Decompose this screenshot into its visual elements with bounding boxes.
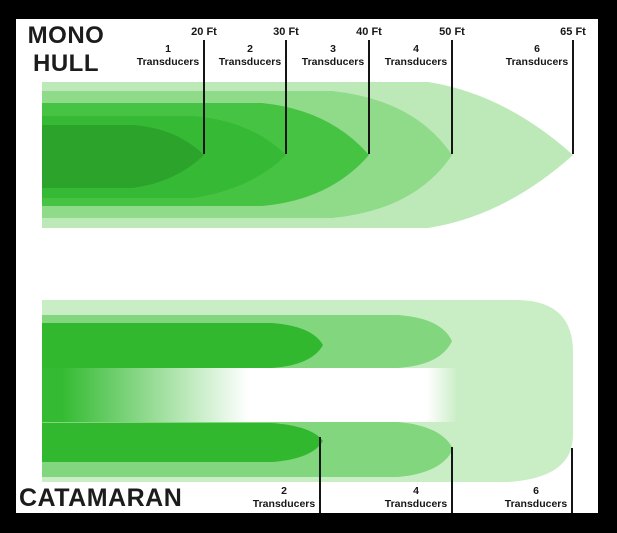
- cat-transducer-unit-4: Transducers: [384, 498, 448, 510]
- mono-hull-title-line1: MONO: [27, 22, 105, 49]
- mono-ft-label-30: 30 Ft: [273, 26, 299, 38]
- mono-transducer-count-3: 3: [330, 43, 336, 55]
- mono-transducer-label-3: 3 Transducers: [298, 43, 368, 69]
- mono-ft-label-40: 40 Ft: [356, 26, 382, 38]
- mono-ft-label-65: 65 Ft: [560, 26, 586, 38]
- mono-transducer-label-1: 1 Transducers: [133, 43, 203, 69]
- mono-transducer-unit-1: Transducers: [136, 56, 200, 68]
- cat-transducer-label-6: 6 Transducers: [501, 485, 571, 511]
- coverage-diagram-graphic: [42, 40, 574, 513]
- cat-transducer-unit-2: Transducers: [252, 498, 316, 510]
- mono-transducer-count-4: 4: [413, 43, 419, 55]
- mono-transducer-label-4: 4 Transducers: [381, 43, 451, 69]
- cat-transducer-label-2: 2 Transducers: [249, 485, 319, 511]
- mono-transducer-label-6: 6 Transducers: [502, 43, 572, 69]
- mono-transducer-count-1: 1: [165, 43, 171, 55]
- mono-transducer-count-6: 6: [534, 43, 540, 55]
- mono-ft-label-50: 50 Ft: [439, 26, 465, 38]
- mono-hull-title-line2: HULL: [33, 50, 99, 77]
- cat-transducer-count-2: 2: [281, 485, 287, 497]
- mono-transducer-unit-3: Transducers: [301, 56, 365, 68]
- mono-transducer-count-2: 2: [247, 43, 253, 55]
- mono-transducer-unit-4: Transducers: [384, 56, 448, 68]
- mono-ft-label-20: 20 Ft: [191, 26, 217, 38]
- diagram-canvas: MONO HULL 20 Ft 30 Ft 40 Ft 50 Ft 65 Ft …: [16, 19, 598, 513]
- cat-tunnel-gradient: [42, 368, 456, 422]
- cat-transducer-label-4: 4 Transducers: [381, 485, 451, 511]
- cat-transducer-count-4: 4: [413, 485, 419, 497]
- mono-transducer-unit-2: Transducers: [218, 56, 282, 68]
- mono-transducer-unit-6: Transducers: [505, 56, 569, 68]
- cat-transducer-count-6: 6: [533, 485, 539, 497]
- catamaran-title: CATAMARAN: [19, 484, 183, 512]
- mono-hull-title: MONO HULL: [18, 22, 114, 78]
- cat-transducer-unit-6: Transducers: [504, 498, 568, 510]
- cat-hull-top: [42, 323, 323, 368]
- mono-transducer-label-2: 2 Transducers: [215, 43, 285, 69]
- cat-hull-bottom: [42, 423, 323, 462]
- mono-coverage-20ft: [42, 125, 204, 188]
